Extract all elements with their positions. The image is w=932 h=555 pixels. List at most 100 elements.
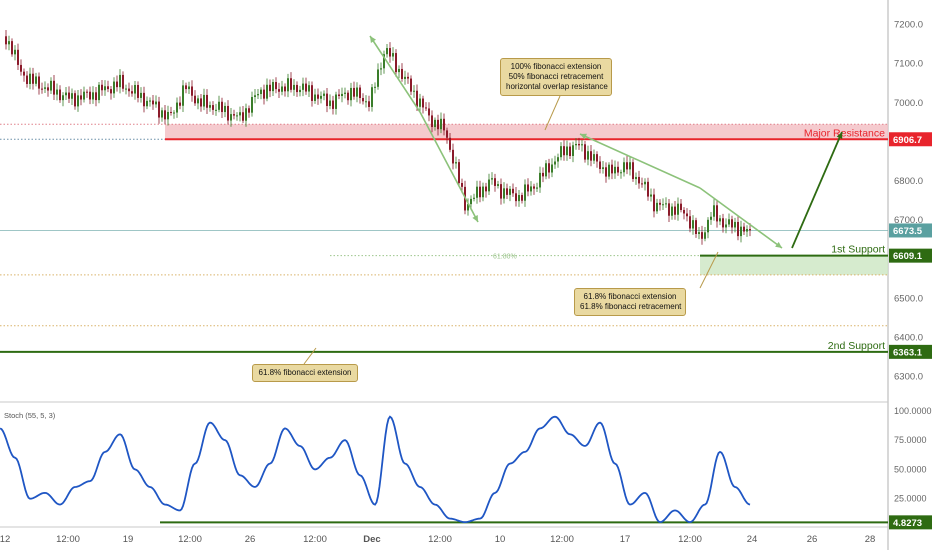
candle-body bbox=[467, 204, 469, 211]
candle-body bbox=[161, 110, 163, 118]
candle-body bbox=[269, 84, 271, 92]
price-tick-label: 6700.0 bbox=[894, 215, 923, 226]
candle-body bbox=[317, 94, 319, 99]
candle-body bbox=[224, 105, 226, 113]
candle-body bbox=[500, 184, 502, 199]
candle-body bbox=[635, 176, 637, 180]
candle-body bbox=[485, 186, 487, 192]
arrow-to-resistance-peak bbox=[579, 133, 701, 189]
candle-body bbox=[38, 76, 40, 89]
candle-body bbox=[701, 232, 703, 239]
candle-body bbox=[629, 162, 631, 170]
candle-body bbox=[275, 82, 277, 90]
candle-body bbox=[287, 78, 289, 92]
candle-body bbox=[182, 85, 184, 106]
price-tick-label: 6400.0 bbox=[894, 332, 923, 343]
candle-body bbox=[221, 101, 223, 113]
candle-body bbox=[14, 49, 16, 55]
candle-body bbox=[212, 105, 214, 110]
candle-body bbox=[95, 92, 97, 101]
candle-body bbox=[50, 80, 52, 91]
candle-body bbox=[284, 86, 286, 92]
candle-body bbox=[446, 130, 448, 138]
callout-top-line-3: horizontal overlap resistance bbox=[506, 82, 608, 91]
candle-body bbox=[668, 203, 670, 216]
candle-body bbox=[299, 89, 301, 93]
candle-body bbox=[176, 102, 178, 113]
candle-body bbox=[203, 94, 205, 107]
candle-body bbox=[488, 179, 490, 192]
candle-body bbox=[326, 93, 328, 106]
candle-body bbox=[548, 163, 550, 173]
candle-body bbox=[665, 203, 667, 205]
time-tick-label: 28 bbox=[865, 534, 876, 545]
candle-body bbox=[239, 112, 241, 116]
candle-body bbox=[584, 144, 586, 160]
candle-body bbox=[296, 84, 298, 93]
candle-body bbox=[740, 226, 742, 237]
candle-body bbox=[443, 118, 445, 131]
candle-body bbox=[251, 96, 253, 113]
arrow-to-support bbox=[699, 187, 783, 249]
candle-body bbox=[23, 71, 25, 76]
candle-body bbox=[233, 114, 235, 116]
candle-body bbox=[173, 112, 175, 114]
time-tick-label: 17 bbox=[620, 534, 631, 545]
fib-percent-label: 61.80% bbox=[493, 254, 517, 261]
candle-body bbox=[68, 92, 70, 99]
last-price-tag: 6673.5 bbox=[893, 226, 923, 237]
candle-body bbox=[188, 86, 190, 90]
candle-body bbox=[131, 91, 133, 94]
candle-body bbox=[602, 167, 604, 169]
candle-body bbox=[323, 93, 325, 96]
candle-body bbox=[590, 151, 592, 161]
candle-body bbox=[632, 162, 634, 180]
candle-body bbox=[728, 219, 730, 225]
candle-body bbox=[359, 87, 361, 99]
callout-low: 61.8% fibonacci extension bbox=[252, 364, 358, 382]
candle-body bbox=[35, 76, 37, 84]
candle-body bbox=[560, 146, 562, 158]
candle-body bbox=[281, 86, 283, 92]
candle-body bbox=[542, 172, 544, 177]
major-resistance-label: Major Resistance bbox=[804, 127, 885, 139]
candle-body bbox=[32, 73, 34, 84]
candle-body bbox=[569, 146, 571, 156]
candle-body bbox=[596, 154, 598, 162]
candle-body bbox=[371, 87, 373, 107]
candle-body bbox=[473, 197, 475, 199]
candle-body bbox=[179, 102, 181, 106]
candle-body bbox=[56, 89, 58, 95]
candle-body bbox=[227, 105, 229, 121]
candle-body bbox=[368, 101, 370, 107]
candle-body bbox=[332, 100, 334, 109]
candle-body bbox=[263, 89, 265, 99]
candle-body bbox=[236, 115, 238, 117]
time-tick-label: 26 bbox=[807, 534, 818, 545]
candle-body bbox=[20, 64, 22, 72]
candle-body bbox=[524, 184, 526, 201]
time-tick-label: Dec bbox=[363, 534, 380, 545]
candle-body bbox=[26, 75, 28, 84]
candle-body bbox=[308, 85, 310, 92]
candle-body bbox=[347, 92, 349, 101]
candle-body bbox=[47, 87, 49, 91]
time-tick-label: 19 bbox=[123, 534, 134, 545]
candle-body bbox=[575, 143, 577, 146]
candle-body bbox=[410, 78, 412, 92]
candle-body bbox=[65, 92, 67, 96]
candle-body bbox=[98, 84, 100, 101]
price-tick-label: 7100.0 bbox=[894, 59, 923, 70]
candle-body bbox=[374, 86, 376, 88]
major-resistance-tag-bg bbox=[889, 132, 932, 147]
candle-body bbox=[431, 115, 433, 128]
candle-body bbox=[191, 86, 193, 96]
candle-body bbox=[554, 161, 556, 165]
candle-body bbox=[545, 163, 547, 177]
candle-body bbox=[494, 178, 496, 186]
callout-low-line-1: 61.8% fibonacci extension bbox=[258, 368, 352, 377]
candle-body bbox=[248, 108, 250, 113]
candle-body bbox=[266, 84, 268, 99]
price-tick-label: 6300.0 bbox=[894, 372, 923, 383]
candle-body bbox=[206, 94, 208, 108]
